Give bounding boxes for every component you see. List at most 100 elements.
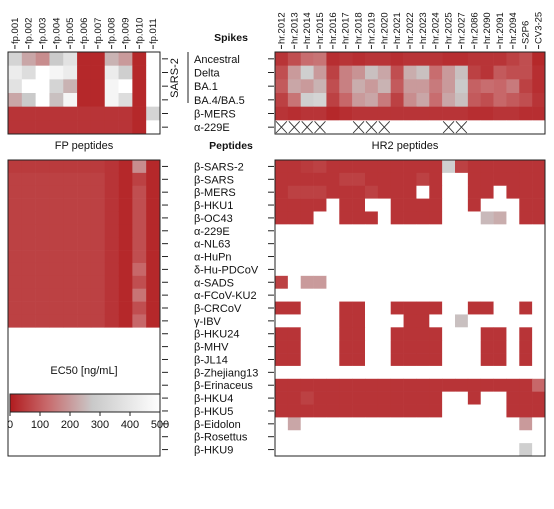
hr2-peptide-cell — [339, 262, 353, 277]
fp-panel-title: FP peptides — [55, 140, 114, 152]
hr2-peptide-cell — [339, 211, 353, 225]
hr2-spike-cell — [519, 65, 533, 80]
row-label: BA.1 — [194, 81, 218, 93]
hr2-peptide-cell — [377, 391, 392, 405]
fp-peptide-cell — [146, 185, 161, 199]
fp-peptide-cell — [63, 185, 78, 199]
column-label: hr.2094 — [508, 12, 519, 44]
hr2-peptide-cell — [519, 340, 533, 354]
hr2-peptide-cell — [339, 160, 353, 174]
hr2-peptide-cell — [313, 340, 327, 354]
hr2-peptide-cell — [352, 353, 366, 367]
hr2-peptide-cell — [532, 340, 546, 354]
hr2-peptide-cell — [416, 275, 430, 289]
hr2-peptide-cell — [365, 353, 379, 367]
hr2-peptide-cell — [287, 353, 302, 367]
hr2-spike-cell — [287, 93, 302, 107]
hr2-peptide-cell — [377, 237, 392, 251]
hr2-peptide-cell — [365, 288, 379, 302]
fp-peptide-cell — [35, 314, 50, 328]
hr2-peptide-cell — [532, 288, 546, 302]
hr2-peptide-cell — [300, 275, 314, 289]
hr2-peptide-cell — [339, 353, 353, 367]
fp-spike-cell — [132, 93, 147, 107]
fp-spike-cell — [104, 93, 119, 107]
hr2-peptide-cell — [326, 378, 340, 392]
colorbar-tick-label: 300 — [91, 419, 109, 431]
hr2-peptide-cell — [519, 185, 533, 199]
hr2-peptide-cell — [403, 430, 417, 444]
hr2-peptide-cell — [365, 275, 379, 289]
hr2-peptide-cell — [275, 353, 289, 367]
fp-spike-cell — [146, 106, 161, 121]
hr2-peptide-cell — [287, 391, 302, 405]
hr2-spike-cell — [519, 79, 533, 94]
hr2-peptide-cell — [467, 353, 482, 367]
fp-spike-cell — [35, 65, 50, 80]
hr2-peptide-cell — [339, 404, 353, 418]
heatmap-hr2-peptides — [274, 159, 546, 457]
fp-spike-cell — [21, 93, 36, 107]
hr2-spike-cell — [365, 106, 379, 121]
hr2-spike-cell — [442, 106, 456, 121]
hr2-peptide-cell — [480, 378, 494, 392]
hr2-peptide-cell — [377, 430, 392, 444]
hr2-spike-cross-mark — [352, 121, 365, 134]
hr2-spike-cell — [493, 52, 507, 66]
hr2-peptide-cell — [352, 275, 366, 289]
hr2-peptide-cell — [365, 198, 379, 212]
hr2-peptide-cell — [313, 250, 327, 264]
fp-spike-cell — [8, 120, 23, 135]
hr2-peptide-cell — [313, 288, 327, 302]
hr2-peptide-cell — [429, 224, 443, 238]
hr2-peptide-cell — [416, 237, 430, 251]
hr2-peptide-cell — [339, 365, 353, 380]
hr2-spike-cell — [493, 79, 507, 94]
hr2-peptide-cell — [339, 327, 353, 341]
hr2-peptide-cell — [275, 404, 289, 418]
hr2-peptide-cell — [519, 211, 533, 225]
hr2-peptide-cell — [455, 250, 469, 264]
row-label: β-Erinaceus — [194, 380, 253, 392]
fp-peptide-cell — [35, 198, 50, 212]
hr2-peptide-cell — [429, 288, 443, 302]
column-label: hr.2090 — [482, 12, 493, 44]
hr2-spike-cell — [390, 52, 404, 66]
row-label: BA.4/BA.5 — [194, 95, 245, 107]
hr2-peptide-cell — [442, 430, 456, 444]
hr2-spike-cell — [506, 52, 520, 66]
fp-spike-cell — [77, 52, 92, 66]
column-label: hr.2086 — [469, 12, 480, 44]
colorbar-tick-label: 0 — [7, 419, 13, 431]
fp-peptide-cell — [146, 301, 161, 315]
column-label: hr.2021 — [392, 12, 403, 44]
hr2-peptide-cell — [300, 417, 314, 431]
fp-peptide-cell — [35, 237, 50, 251]
hr2-peptide-cell — [532, 314, 546, 328]
hr2-spike-cell — [275, 79, 289, 94]
hr2-peptide-cell — [519, 365, 533, 380]
hr2-peptide-cell — [403, 250, 417, 264]
hr2-peptide-cell — [326, 237, 340, 251]
hr2-peptide-cell — [300, 288, 314, 302]
hr2-spike-cell — [365, 79, 379, 94]
hr2-peptide-cell — [493, 327, 507, 341]
hr2-peptide-cell — [467, 340, 482, 354]
hr2-peptide-cell — [506, 353, 520, 367]
hr2-spike-cell — [339, 120, 353, 135]
hr2-spike-cell — [365, 93, 379, 107]
fp-peptide-cell — [49, 301, 64, 315]
hr2-peptide-cell — [287, 172, 302, 187]
hr2-peptide-cell — [467, 301, 482, 315]
hr2-peptide-cell — [480, 430, 494, 444]
hr2-peptide-cell — [390, 430, 404, 444]
hr2-spike-cell — [352, 65, 366, 80]
fp-peptide-cell — [146, 224, 161, 238]
fp-peptide-cell — [90, 262, 106, 277]
hr2-peptide-cell — [455, 378, 469, 392]
hr2-peptide-cell — [442, 185, 456, 199]
fp-spike-cell — [77, 106, 92, 121]
hr2-peptide-cell — [403, 172, 417, 187]
hr2-spike-cell — [390, 65, 404, 80]
